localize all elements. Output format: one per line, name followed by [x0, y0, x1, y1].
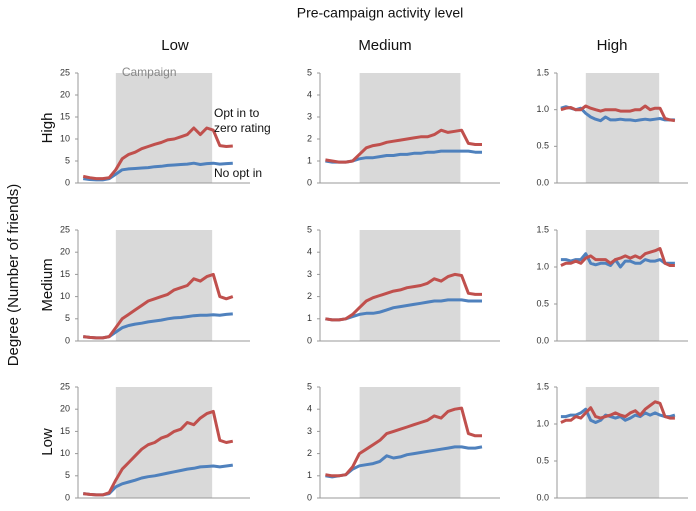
- y-tick-label: 20: [60, 89, 70, 99]
- y-tick-label: 0.5: [536, 298, 549, 308]
- campaign-shade: [585, 387, 660, 498]
- series-line: [560, 247, 675, 267]
- y-tick-label: 0: [307, 177, 312, 187]
- y-tick-label: 4: [307, 89, 312, 99]
- row-label: High: [39, 113, 56, 144]
- y-tick-label: 10: [60, 291, 70, 301]
- y-tick-label: 2: [307, 133, 312, 143]
- figure-title: Pre-campaign activity level: [297, 5, 464, 21]
- column-label: Medium: [358, 37, 411, 54]
- column-label: Low: [161, 37, 189, 54]
- series-line: [325, 272, 482, 322]
- series-line: [325, 406, 482, 478]
- campaign-shade: [585, 230, 660, 341]
- series-line: [83, 409, 234, 497]
- y-tick-label: 0: [65, 177, 70, 187]
- y-tick-label: 3: [307, 426, 312, 436]
- y-tick-label: 3: [307, 111, 312, 121]
- y-tick-label: 5: [307, 381, 312, 391]
- campaign-shade: [115, 230, 213, 341]
- series-line: [325, 298, 482, 322]
- y-tick-label: 15: [60, 269, 70, 279]
- series-line: [325, 128, 482, 164]
- y-tick-label: 2: [307, 448, 312, 458]
- y-tick-label: 5: [65, 155, 70, 165]
- y-tick-label: 0.0: [536, 492, 549, 502]
- y-tick-label: 25: [60, 67, 70, 77]
- campaign-shade: [115, 387, 213, 498]
- y-tick-label: 20: [60, 404, 70, 414]
- y-tick-label: 1.5: [536, 224, 549, 234]
- y-tick-label: 1.5: [536, 67, 549, 77]
- y-tick-label: 0.0: [536, 335, 549, 345]
- campaign-label: Campaign: [122, 65, 177, 79]
- campaign-shade: [359, 230, 461, 341]
- series-annotation: Opt in to zero rating: [214, 106, 271, 135]
- row-label: Medium: [39, 258, 56, 311]
- y-tick-label: 5: [307, 67, 312, 77]
- series-line: [560, 400, 675, 424]
- y-tick-label: 0: [307, 492, 312, 502]
- y-tick-label: 0: [307, 335, 312, 345]
- y-tick-label: 1: [307, 313, 312, 323]
- y-tick-label: 1.0: [536, 261, 549, 271]
- y-tick-label: 0: [65, 335, 70, 345]
- y-tick-label: 1.0: [536, 418, 549, 428]
- y-tick-label: 1: [307, 470, 312, 480]
- y-tick-label: 10: [60, 133, 70, 143]
- series-annotation: No opt in: [214, 166, 263, 180]
- y-tick-label: 15: [60, 111, 70, 121]
- series-line: [560, 104, 676, 123]
- y-tick-label: 15: [60, 426, 70, 436]
- y-tick-label: 0.5: [536, 455, 549, 465]
- row-label: Low: [39, 428, 56, 456]
- y-tick-label: 10: [60, 448, 70, 458]
- y-tick-label: 3: [307, 269, 312, 279]
- y-tick-label: 1: [307, 155, 312, 165]
- y-tick-label: 25: [60, 224, 70, 234]
- y-tick-label: 0.0: [536, 177, 549, 187]
- y-tick-label: 5: [65, 313, 70, 323]
- y-tick-label: 2: [307, 291, 312, 301]
- column-label: High: [597, 37, 628, 54]
- y-tick-label: 4: [307, 247, 312, 257]
- series-line: [560, 407, 676, 424]
- series-line: [560, 252, 675, 269]
- y-tick-label: 0.5: [536, 141, 549, 151]
- campaign-shade: [585, 73, 660, 183]
- y-tick-label: 5: [307, 224, 312, 234]
- y-tick-label: 0: [65, 492, 70, 502]
- y-tick-label: 4: [307, 404, 312, 414]
- y-tick-label: 5: [65, 470, 70, 480]
- series-line: [83, 272, 234, 340]
- y-axis-title: Degree (Number of friends): [5, 184, 22, 367]
- y-tick-label: 1.0: [536, 104, 549, 114]
- series-line: [82, 126, 233, 181]
- y-tick-label: 1.5: [536, 381, 549, 391]
- campaign-shade: [359, 73, 461, 183]
- y-tick-label: 25: [60, 381, 70, 391]
- y-tick-label: 20: [60, 247, 70, 257]
